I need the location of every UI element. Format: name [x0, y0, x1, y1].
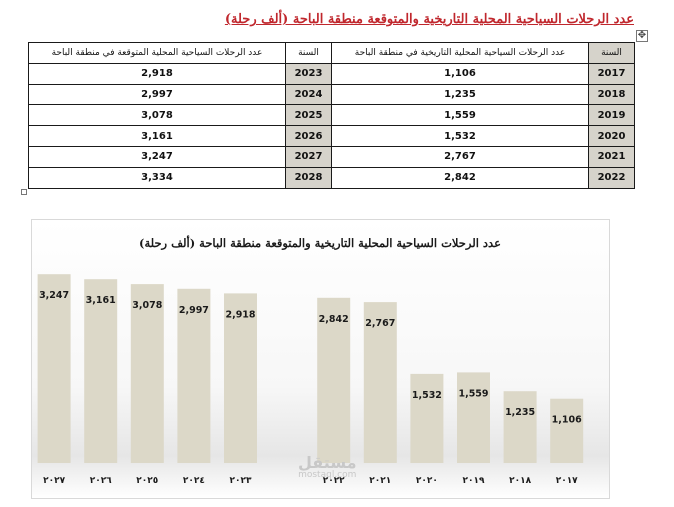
x-tick-label-8: ٢٠٢٤ [183, 476, 205, 486]
x-tick-label-3: ٢٠٢٠ [416, 476, 438, 486]
cell-proj-value: 2,918 [28, 62, 286, 85]
bar-1 [503, 391, 537, 463]
table-move-handle-icon[interactable]: ✥ [636, 30, 648, 42]
bar-data-label-4: 2,767 [365, 318, 395, 329]
x-tick-label-9: ٢٠٢٥ [136, 476, 158, 486]
cell-hist-value: 1,532 [331, 125, 589, 147]
cell-hist-year: 2022 [588, 166, 635, 189]
bar-data-label-2: 1,559 [458, 388, 488, 399]
bar-data-label-11: 3,247 [39, 290, 69, 301]
bar-data-label-0: 1,106 [552, 415, 582, 426]
header-proj-year: السنة [285, 42, 332, 64]
cell-hist-year: 2021 [588, 145, 635, 168]
bar-0 [550, 398, 584, 463]
table-row: 2020 1,532 2026 3,161 [28, 125, 635, 147]
cell-proj-year: 2028 [285, 166, 332, 189]
watermark-domain: mostaql.com [298, 470, 357, 480]
watermark-logo: مستقل [298, 453, 357, 472]
header-hist-value: عدد الرحلات السياحية المحلية التاريخية ف… [331, 42, 589, 64]
cell-proj-year: 2023 [285, 62, 332, 85]
cell-hist-year: 2018 [588, 83, 635, 106]
chart-panel[interactable]: عدد الرحلات السياحية المحلية التاريخية و… [31, 219, 610, 499]
x-tick-label-0: ٢٠١٧ [556, 476, 578, 486]
cell-hist-year: 2017 [588, 62, 635, 85]
cell-proj-value: 2,997 [28, 83, 286, 106]
cell-hist-value: 1,235 [331, 83, 589, 106]
cell-proj-year: 2025 [285, 104, 332, 127]
bar-data-label-9: 3,078 [132, 300, 162, 311]
bar-data-label-5: 2,842 [319, 314, 349, 325]
bar-8 [177, 288, 211, 463]
x-tick-label-7: ٢٠٢٣ [230, 476, 252, 486]
cell-hist-value: 2,842 [331, 166, 589, 189]
cell-hist-year: 2020 [588, 125, 635, 147]
table-header-row: السنة عدد الرحلات السياحية المحلية التار… [28, 42, 635, 64]
table-row: 2017 1,106 2023 2,918 [28, 62, 635, 85]
x-tick-label-4: ٢٠٢١ [369, 476, 391, 486]
cell-proj-value: 3,078 [28, 104, 286, 127]
bar-data-label-7: 2,918 [225, 309, 255, 320]
bar-2 [457, 372, 490, 463]
cell-proj-value: 3,161 [28, 125, 286, 147]
x-tick-label-10: ٢٠٢٦ [90, 476, 112, 486]
data-table: السنة عدد الرحلات السياحية المحلية التار… [28, 42, 635, 189]
document-title: عدد الرحلات السياحية المحلية التاريخية و… [224, 12, 634, 27]
cell-hist-value: 1,559 [331, 104, 589, 127]
x-tick-label-1: ٢٠١٨ [509, 476, 531, 486]
cell-proj-value: 3,334 [28, 166, 286, 189]
cell-proj-value: 3,247 [28, 145, 286, 168]
watermark: مستقل mostaql.com [298, 455, 357, 480]
cell-proj-year: 2026 [285, 125, 332, 147]
x-tick-label-2: ٢٠١٩ [463, 476, 485, 486]
bar-chart: عدد الرحلات السياحية المحلية التاريخية و… [37, 235, 584, 486]
bar-data-label-1: 1,235 [505, 407, 535, 418]
chart-title: عدد الرحلات السياحية المحلية التاريخية و… [139, 235, 501, 251]
bar-10 [84, 279, 118, 463]
table-row: 2022 2,842 2028 3,334 [28, 166, 635, 189]
x-tick-label-5: ٢٠٢٢ [323, 476, 345, 486]
table-row: 2021 2,767 2027 3,247 [28, 145, 635, 168]
table-row: 2018 1,235 2024 2,997 [28, 83, 635, 106]
cell-hist-value: 1,106 [331, 62, 589, 85]
bar-9 [130, 284, 164, 463]
bar-3 [410, 373, 444, 463]
table-resize-handle[interactable] [21, 189, 27, 195]
bar-data-label-8: 2,997 [179, 305, 209, 316]
bar-4 [363, 302, 397, 463]
cell-hist-value: 2,767 [331, 145, 589, 168]
cell-hist-year: 2019 [588, 104, 635, 127]
bar-11 [37, 274, 71, 463]
cell-proj-year: 2027 [285, 145, 332, 168]
x-tick-label-11: ٢٠٢٧ [43, 476, 65, 486]
header-hist-year: السنة [588, 42, 635, 64]
bar-5 [317, 297, 351, 463]
table-row: 2019 1,559 2025 3,078 [28, 104, 635, 127]
bar-data-label-3: 1,532 [412, 390, 442, 401]
bar-data-label-10: 3,161 [86, 295, 116, 306]
bar-7 [224, 293, 257, 463]
header-proj-value: عدد الرحلات السياحية المحلية المتوقعة في… [28, 42, 286, 64]
cell-proj-year: 2024 [285, 83, 332, 106]
